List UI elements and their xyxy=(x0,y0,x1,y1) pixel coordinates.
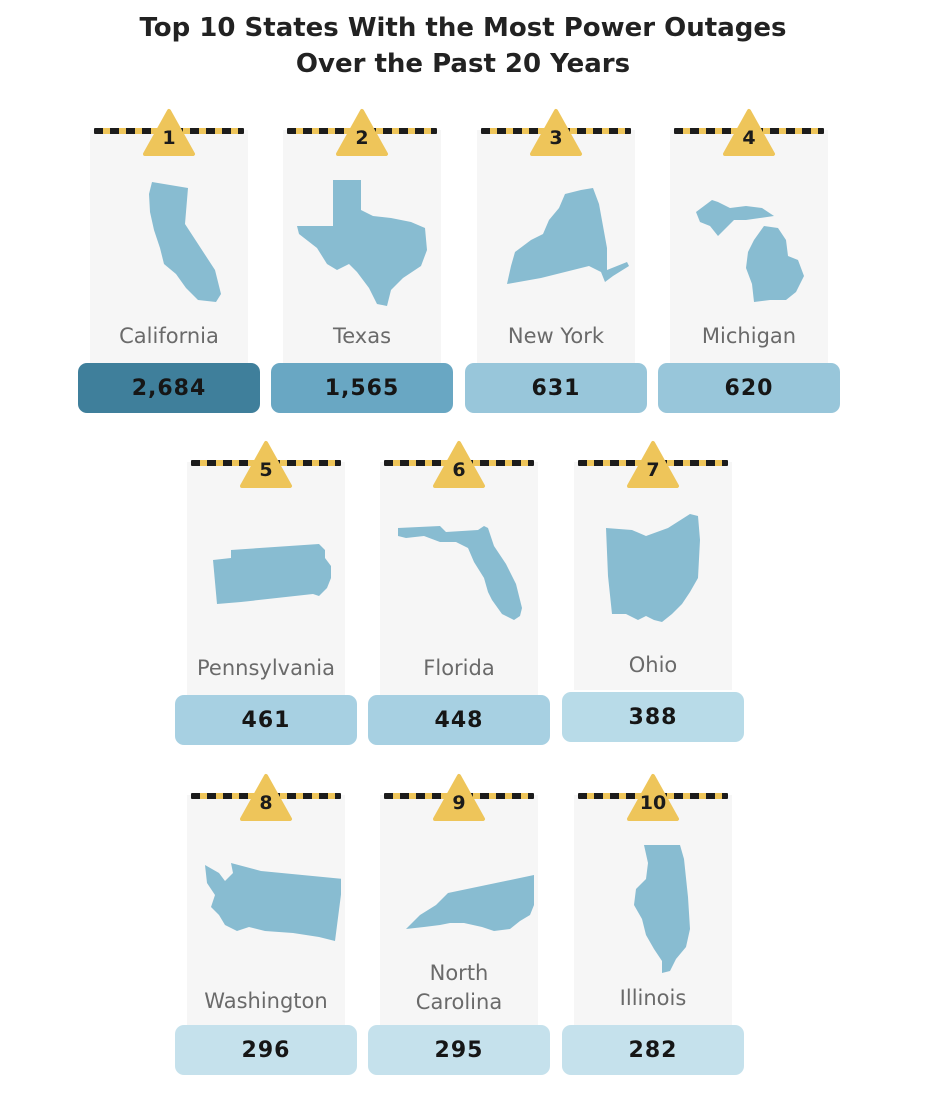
north-carolina-icon xyxy=(406,875,534,931)
rank-number: 6 xyxy=(452,459,466,481)
rank-number: 7 xyxy=(646,459,660,481)
state-name: Florida xyxy=(423,656,495,680)
florida-icon xyxy=(398,526,522,620)
state-name: Pennsylvania xyxy=(197,656,335,680)
warning-sign-icon xyxy=(240,774,292,821)
warning-sign-icon xyxy=(240,441,292,488)
rank-card-washington: 8 Washington 296 xyxy=(175,773,357,1075)
rank-number: 8 xyxy=(259,792,273,814)
state-name-line-1: North xyxy=(429,961,489,985)
value-box: 2,684 xyxy=(78,363,260,413)
title-line-1: Top 10 States With the Most Power Outage… xyxy=(139,13,787,43)
card-background xyxy=(670,130,828,366)
washington-icon xyxy=(205,863,341,941)
warning-sign-icon xyxy=(433,441,485,488)
rank-number: 4 xyxy=(742,127,756,149)
value-box: 282 xyxy=(562,1025,744,1075)
state-name: New York xyxy=(507,324,605,348)
state-name: Michigan xyxy=(701,324,797,348)
chart-title: Top 10 States With the Most Power Outage… xyxy=(0,10,926,82)
warning-sign-icon xyxy=(143,109,195,156)
rank-card-florida: 6 Florida 448 xyxy=(368,440,550,745)
title-line-2: Over the Past 20 Years xyxy=(295,49,631,79)
value-box: 461 xyxy=(175,695,357,745)
rank-number: 10 xyxy=(639,792,667,814)
value-box: 620 xyxy=(658,363,840,413)
value-box: 631 xyxy=(465,363,647,413)
rank-number: 9 xyxy=(452,792,466,814)
rank-card-pennsylvania: 5 Pennsylvania 461 xyxy=(175,440,357,745)
warning-sign-icon xyxy=(336,109,388,156)
rank-number: 5 xyxy=(259,459,273,481)
rank-card-texas: 2 Texas 1,565 xyxy=(271,108,453,413)
warning-sign-icon xyxy=(530,109,582,156)
california-icon xyxy=(149,182,221,302)
rank-card-michigan: 4 Michigan 620 xyxy=(658,108,840,413)
value-box: 1,565 xyxy=(271,363,453,413)
state-name: California xyxy=(119,324,219,348)
illinois-icon xyxy=(634,845,690,973)
pennsylvania-icon xyxy=(213,544,331,604)
rank-card-ohio: 7 Ohio 388 xyxy=(562,440,744,742)
new-york-icon xyxy=(507,188,629,284)
warning-sign-icon xyxy=(627,774,679,821)
ohio-icon xyxy=(606,514,700,622)
state-name-line-2: Carolina xyxy=(415,990,503,1014)
value-box: 295 xyxy=(368,1025,550,1075)
value-box: 448 xyxy=(368,695,550,745)
rank-number: 1 xyxy=(162,127,176,149)
rank-number: 3 xyxy=(549,127,563,149)
state-name: Ohio xyxy=(628,653,678,677)
state-name: Texas xyxy=(332,324,392,348)
state-name: Washington xyxy=(204,989,328,1013)
rank-card-north-carolina: 9 North Carolina 295 xyxy=(368,773,550,1075)
rank-card-new-york: 3 New York 631 xyxy=(465,108,647,413)
rank-card-illinois: 10 Illinois 282 xyxy=(562,773,744,1075)
texas-icon xyxy=(297,180,427,306)
warning-sign-icon xyxy=(723,109,775,156)
rank-card-california: 1 California 2,684 xyxy=(78,108,260,413)
michigan-icon xyxy=(696,200,804,302)
state-name: Illinois xyxy=(619,986,687,1010)
warning-sign-icon xyxy=(433,774,485,821)
warning-sign-icon xyxy=(627,441,679,488)
rank-number: 2 xyxy=(355,127,369,149)
value-box: 296 xyxy=(175,1025,357,1075)
value-box: 388 xyxy=(562,692,744,742)
